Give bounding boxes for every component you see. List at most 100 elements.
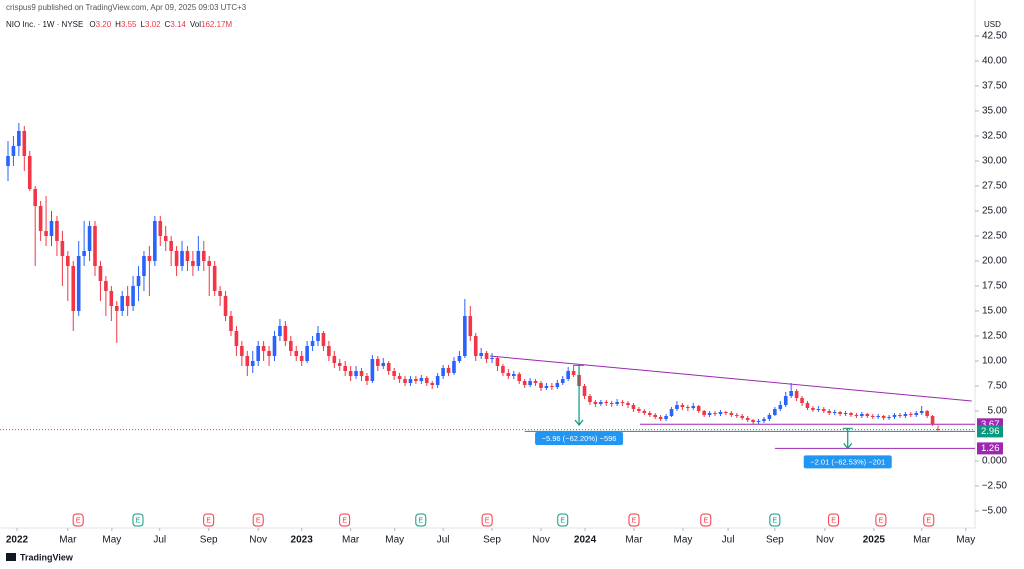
candle-body xyxy=(6,156,10,166)
earnings-label: E xyxy=(206,517,211,524)
candle-body xyxy=(463,316,467,356)
candle-body xyxy=(658,417,663,419)
candle-body xyxy=(854,415,859,416)
earnings-label: E xyxy=(256,517,261,524)
candle-body xyxy=(212,266,217,291)
candle-body xyxy=(887,417,891,418)
candle-body xyxy=(832,412,837,413)
candle-body xyxy=(506,373,511,376)
y-tick-label: 27.50 xyxy=(982,181,1007,192)
candle-body xyxy=(71,266,76,311)
candle-body xyxy=(348,371,353,376)
earnings-marker xyxy=(252,513,264,527)
candle-body xyxy=(637,409,641,411)
candle-body xyxy=(419,378,424,381)
candle-body xyxy=(272,336,277,356)
x-tick-label: 2022 xyxy=(6,535,29,546)
candle-body xyxy=(691,406,696,408)
candle-body xyxy=(120,296,125,311)
candle-body xyxy=(773,409,777,415)
candle-body xyxy=(566,371,570,379)
candle-body xyxy=(337,363,342,366)
candle-body xyxy=(745,418,750,420)
candle-body xyxy=(713,413,717,414)
measure-box xyxy=(803,455,892,469)
earnings-label: E xyxy=(703,517,708,524)
candle-body xyxy=(267,351,271,356)
branding: TradingView xyxy=(20,552,74,562)
candle-body xyxy=(925,411,929,416)
candle-body xyxy=(582,386,587,396)
candle-body xyxy=(528,381,532,385)
candle-body xyxy=(762,419,766,421)
y-tick-label: 30.00 xyxy=(982,156,1007,167)
candle-body xyxy=(724,412,728,413)
candle-body xyxy=(870,416,875,417)
candle-body xyxy=(533,381,538,383)
candle-body xyxy=(158,221,163,236)
candle-body xyxy=(321,333,326,346)
legend-key: H xyxy=(115,20,121,29)
y-tick-label: −5.00 xyxy=(982,506,1008,517)
earnings-marker xyxy=(700,513,712,527)
earnings-marker xyxy=(875,513,887,527)
y-tick-label: −2.50 xyxy=(982,481,1008,492)
price-label-box xyxy=(977,425,1003,438)
candle-body xyxy=(435,376,440,385)
legend-value: 162.17M xyxy=(201,20,232,29)
candle-body xyxy=(452,361,456,373)
candle-body xyxy=(299,356,304,361)
earnings-marker xyxy=(557,513,569,527)
candle-body xyxy=(381,363,386,366)
measure-arrowhead xyxy=(843,443,853,450)
header: crispus9 published on TradingView.com, A… xyxy=(6,3,247,12)
candle-body xyxy=(125,296,130,306)
price-label: 2.96 xyxy=(981,426,1000,437)
candle-body xyxy=(27,156,32,189)
x-tick-label: Sep xyxy=(200,535,218,546)
candle-body xyxy=(756,421,761,422)
x-tick-label: Sep xyxy=(483,535,501,546)
candle-body xyxy=(718,412,723,414)
candle-body xyxy=(305,346,309,361)
x-tick-label: Nov xyxy=(532,535,550,546)
candle-body xyxy=(794,391,799,398)
x-tick-label: May xyxy=(956,535,975,546)
earnings-marker xyxy=(132,513,144,527)
candle-body xyxy=(153,221,157,261)
earnings-marker xyxy=(923,513,935,527)
candle-body xyxy=(87,226,92,251)
legend-value: 3.55 xyxy=(121,20,137,29)
candle-body xyxy=(365,376,369,381)
measure-label: −5.96 (−62.20%) −596 xyxy=(542,434,617,443)
earnings-label: E xyxy=(926,517,931,524)
candle-body xyxy=(446,368,451,373)
x-tick-label: Nov xyxy=(816,535,834,546)
legend-value: 3.02 xyxy=(145,20,161,29)
earnings-marker xyxy=(72,513,84,527)
earnings-label: E xyxy=(418,517,423,524)
candle-body xyxy=(517,374,522,381)
candle-body xyxy=(838,412,842,414)
price-label-box xyxy=(977,442,1003,455)
candle-body xyxy=(647,413,652,415)
x-tick-label: May xyxy=(673,535,692,546)
candle-body xyxy=(22,131,27,156)
x-tick-label: May xyxy=(385,535,404,546)
candle-body xyxy=(501,366,505,373)
candle-body xyxy=(484,353,489,359)
candle-body xyxy=(664,416,668,419)
candle-body xyxy=(408,379,413,383)
candle-body xyxy=(903,414,908,416)
candle-body xyxy=(675,405,679,409)
candle-body xyxy=(131,286,135,306)
earnings-marker xyxy=(481,513,493,527)
earnings-label: E xyxy=(76,517,81,524)
candle-body xyxy=(686,407,690,408)
candle-body xyxy=(201,251,206,261)
candle-body xyxy=(392,371,396,376)
candle-body xyxy=(811,408,815,410)
candle-body xyxy=(283,326,288,341)
candle-body xyxy=(93,226,97,266)
